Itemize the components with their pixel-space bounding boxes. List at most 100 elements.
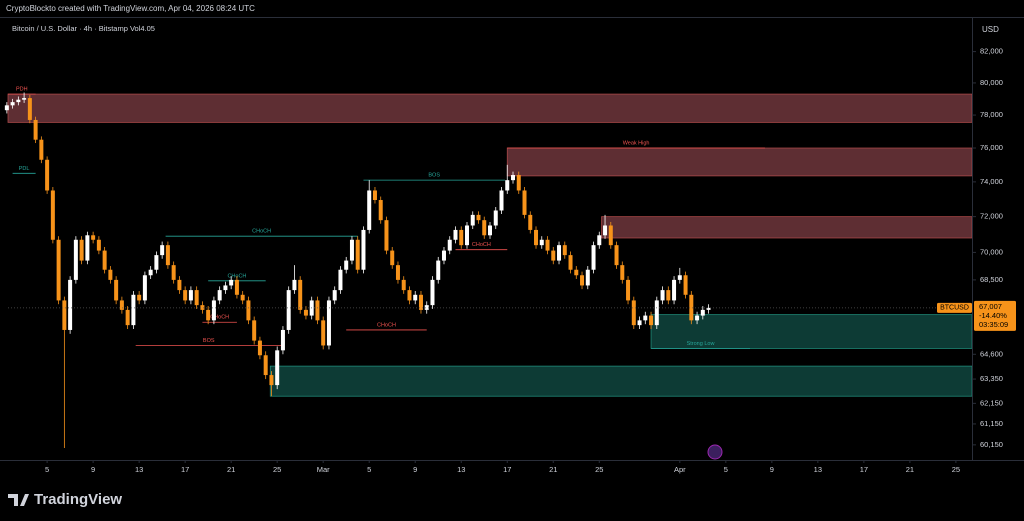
candle-body (142, 275, 147, 301)
x-tick-label: 9 (91, 465, 95, 474)
price-badge (974, 300, 1016, 331)
candle-body (654, 300, 659, 326)
candle-body (200, 305, 205, 310)
candle-body (574, 269, 579, 276)
x-tick-label: 25 (595, 465, 603, 474)
x-tick-label: 5 (367, 465, 371, 474)
candle-body (73, 239, 78, 280)
candle-body (499, 190, 504, 211)
candle-body (585, 269, 590, 286)
candle-body (355, 239, 360, 270)
candle-body (108, 269, 113, 280)
brand-name: TradingView (34, 491, 122, 508)
x-tick-label: 13 (814, 465, 822, 474)
candle-body (447, 239, 452, 251)
candle-body (160, 245, 165, 256)
x-tick-label: 17 (503, 465, 511, 474)
candle-body (384, 220, 389, 251)
structure-label: BOS (203, 338, 215, 344)
candle-body (298, 279, 303, 310)
y-tick-label: 68,500 (980, 275, 1003, 284)
candle-body (453, 229, 458, 240)
candle-body (528, 214, 533, 230)
candle-body (286, 290, 291, 330)
candle-body (332, 290, 337, 301)
x-tick-label: Mar (317, 465, 330, 474)
candle-body (39, 139, 44, 160)
candle-body (280, 329, 285, 351)
candle-body (568, 255, 573, 270)
candle-body (413, 294, 418, 301)
y-tick-label: 72,000 (980, 212, 1003, 221)
candle-body (367, 190, 372, 230)
event-icon[interactable] (707, 444, 723, 460)
x-tick-label: 21 (549, 465, 557, 474)
candle-body (148, 269, 153, 276)
candle-body (441, 250, 446, 261)
x-tick-label: 17 (860, 465, 868, 474)
candle-body (68, 279, 73, 330)
x-tick-label: 25 (952, 465, 960, 474)
x-tick-label: 5 (724, 465, 728, 474)
candle-body (91, 235, 96, 240)
candle-body (603, 225, 608, 236)
x-tick-label: 25 (273, 465, 281, 474)
candle-body (637, 320, 642, 326)
candle-body (562, 245, 567, 256)
logo-mark (8, 494, 29, 506)
candle-body (246, 300, 251, 321)
candle-body (470, 214, 475, 226)
candle-body (626, 279, 631, 301)
y-tick-label: 61,150 (980, 419, 1003, 428)
candle-body (326, 300, 331, 346)
candle-body (666, 290, 671, 301)
candle-body (430, 279, 435, 306)
y-tick-label: 70,000 (980, 247, 1003, 256)
zone (7, 93, 973, 123)
candle-body (557, 245, 562, 261)
candle-body (349, 239, 354, 261)
candle-body (476, 214, 481, 221)
candle-body (240, 294, 245, 301)
candle-body (493, 210, 498, 226)
x-tick-label: 21 (227, 465, 235, 474)
zone (269, 365, 973, 397)
candle-body (114, 279, 119, 301)
candle-body (511, 175, 516, 181)
candle-body (217, 290, 222, 301)
structure-label: CHoCH (472, 242, 491, 248)
x-tick-label: 13 (135, 465, 143, 474)
candle-body (177, 279, 182, 291)
zone (506, 147, 973, 177)
y-tick-label: 63,350 (980, 374, 1003, 383)
candle-body (45, 159, 50, 191)
candle-body (677, 275, 682, 280)
candle-body (545, 239, 550, 251)
y-tick-label: 74,000 (980, 177, 1003, 186)
candle-body (315, 300, 320, 321)
candle-body (700, 309, 705, 316)
candle-body (539, 239, 544, 246)
currency-label[interactable]: USD (982, 25, 999, 34)
y-tick-label: 60,150 (980, 440, 1003, 449)
candle-body (418, 294, 423, 310)
structure-label: BOS (428, 173, 440, 179)
candle-body (401, 279, 406, 291)
price-badge-change: -14.40% (979, 311, 1007, 320)
y-tick-label: 80,000 (980, 78, 1003, 87)
y-tick-label: 82,000 (980, 47, 1003, 56)
candle-body (154, 255, 159, 270)
candle-body (551, 250, 556, 261)
x-tick-label: 5 (45, 465, 49, 474)
candle-body (223, 285, 228, 291)
candle-body (275, 350, 280, 386)
y-tick-label: 64,600 (980, 349, 1003, 358)
x-tick-label: 9 (413, 465, 417, 474)
structure-label: Weak High (623, 140, 650, 146)
symbol-badge-text: BTCUSD (940, 305, 969, 312)
candle-body (79, 239, 84, 261)
price-badge-value: 67,007 (979, 302, 1002, 311)
y-tick-label: 78,000 (980, 110, 1003, 119)
candle-body (56, 239, 61, 301)
